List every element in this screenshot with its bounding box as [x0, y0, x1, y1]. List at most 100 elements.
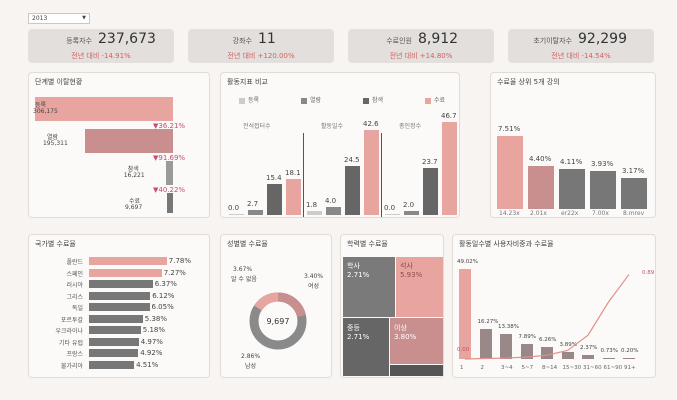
days-panel: 활동일수별 사용자비중과 수료율 49.02% 1 16.27% 2 13.38% 3~4…: [452, 234, 656, 378]
country-bar: [89, 303, 150, 311]
top5-label: 14.23x: [499, 210, 520, 217]
share-value: 49.02%: [457, 258, 478, 265]
rate-start-label: 0.00: [457, 347, 470, 353]
country-bar: [89, 326, 141, 334]
activity-panel: 활동지표 비교 등록 열람 참색 수료 전석접터수 0.0 2.7 15.4 18.1 활…: [220, 72, 460, 218]
country-name: 그리스: [66, 293, 83, 301]
panel-title: 국가별 수료율: [35, 240, 76, 248]
share-bar: [582, 354, 594, 359]
activity-bar: [248, 209, 263, 215]
chevron-down-icon: ▼: [82, 15, 86, 21]
activity-bar: [423, 167, 438, 215]
country-value: 6.12%: [152, 291, 175, 300]
country-panel: 국가별 수료율 폴란드 7.78% 스페인 7.27% 러시아 6.37% 그리스 6.12%…: [28, 234, 210, 378]
top5-value: 3.93%: [591, 159, 614, 168]
country-value: 5.38%: [144, 314, 168, 323]
panel-title: 성별별 수료율: [227, 240, 268, 248]
category-label: 1: [460, 365, 464, 371]
donut-center-value: 9,697: [267, 317, 290, 326]
funnel-stage-name: 열람: [46, 134, 59, 141]
education-panel: 학력별 수료율 학사 2.71% 석사 5.93% 중등 2.71% 이상 3.…: [340, 234, 444, 378]
category-label: 15~30: [562, 365, 582, 371]
kpi-delta: 전년 대비 +120.00%: [227, 52, 295, 60]
country-name: 우크라이나: [55, 328, 83, 335]
activity-value: 18.1: [285, 168, 301, 177]
treemap-cell-above: 이상 3.80%: [390, 318, 443, 364]
category-label: 61~90: [603, 365, 623, 371]
top5-label: 8.mrev: [623, 210, 645, 217]
country-chart: 폴란드 7.78% 스페인 7.27% 러시아 6.37% 그리스 6.12% 독일 6.05% 포…: [29, 235, 211, 379]
share-bar: [602, 357, 615, 359]
top5-label: er22x: [561, 210, 579, 217]
share-bar: [479, 329, 492, 359]
panel-title: 단계별 이탈현황: [35, 78, 83, 86]
share-bar: [500, 334, 512, 359]
country-name: 독일: [71, 305, 83, 312]
country-name: 불가리아: [60, 362, 83, 370]
top5-bar: [621, 178, 647, 209]
country-name: 포르투갈: [60, 316, 83, 324]
kpi-value: 92,299: [578, 31, 627, 47]
funnel-drop-rate: ▼91.69%: [153, 154, 186, 162]
days-chart: 49.02% 1 16.27% 2 13.38% 3~4 7.89% 5~7 6.26% 8~14…: [453, 235, 657, 379]
country-name: 스페인: [66, 270, 83, 278]
activity-bar: [267, 184, 282, 215]
panel-title: 학력별 수료율: [347, 240, 388, 248]
activity-value: 15.4: [266, 174, 282, 183]
rate-end-label: 0.89: [642, 270, 655, 277]
kpi-card-registered: 등록자수 237,673 전년 대비 -14.91%: [28, 29, 174, 63]
gender-panel: 성별별 수료율 9,697 3.67% 알 수 없음 3.40% 여성 2.86…: [220, 234, 332, 378]
treemap-cell-other: [390, 365, 443, 376]
rate-line-svg: [464, 274, 630, 360]
funnel-stage-value: 306,175: [33, 108, 58, 115]
activity-value: 4.0: [325, 197, 337, 205]
activity-value: 42.6: [363, 119, 379, 128]
category-label: 3~4: [501, 365, 513, 371]
gender-male-value: 2.86%: [241, 353, 261, 360]
activity-bar: [364, 129, 379, 215]
year-select[interactable]: 2013 ▼: [28, 13, 90, 24]
treemap-cell-bachelor: 학사 2.71%: [343, 257, 395, 317]
country-value: 7.27%: [163, 268, 186, 277]
activity-group-label: 활동일수: [321, 123, 344, 130]
country-value: 7.78%: [168, 257, 192, 265]
top5-label: 7.00x: [592, 210, 609, 217]
donut-slice-unknown: [254, 292, 279, 311]
top5-bar: [590, 170, 616, 209]
activity-value: 0.0: [384, 204, 396, 212]
gender-unknown-label: 알 수 없음: [231, 276, 257, 283]
category-label: 31~60: [583, 365, 602, 371]
activity-bar: [404, 211, 419, 215]
funnel-stage-name: 등록: [35, 102, 47, 109]
share-value: 16.27%: [477, 319, 499, 326]
country-bar: [89, 257, 167, 265]
country-name: 프랑스: [66, 351, 83, 358]
activity-value: 46.7: [441, 111, 457, 120]
country-name: 기타 유럽: [59, 339, 83, 347]
country-value: 4.92%: [140, 349, 163, 357]
funnel-stage-value: 195,311: [42, 140, 68, 147]
category-label: 2: [480, 365, 485, 371]
top5-bar: [497, 135, 523, 209]
treemap-cell-master: 석사 5.93%: [396, 257, 443, 317]
activity-value: 0.0: [228, 204, 240, 212]
activity-bar: [286, 178, 301, 215]
top5-bar: [528, 166, 554, 209]
category-label: 8~14: [542, 365, 558, 371]
top5-label: 2.01x: [530, 210, 547, 217]
country-bar: [89, 314, 143, 323]
country-bar: [89, 360, 135, 369]
top5-value: 7.51%: [498, 124, 521, 133]
funnel-bar: [167, 193, 173, 213]
legend-item: 수료: [425, 95, 445, 104]
share-value: 3.89%: [559, 341, 577, 348]
group-divider: [381, 133, 382, 217]
top5-panel: 수료율 상위 5개 강의 7.51% 14.23x 4.40% 2.01x 4.11% e…: [490, 72, 656, 218]
share-value: 0.73%: [600, 347, 618, 354]
activity-bar: [385, 214, 400, 215]
kpi-value: 11: [258, 31, 276, 47]
funnel-bar: [84, 129, 173, 153]
country-bar: [89, 280, 153, 288]
share-bar: [561, 351, 574, 359]
activity-value: 23.7: [422, 157, 438, 166]
